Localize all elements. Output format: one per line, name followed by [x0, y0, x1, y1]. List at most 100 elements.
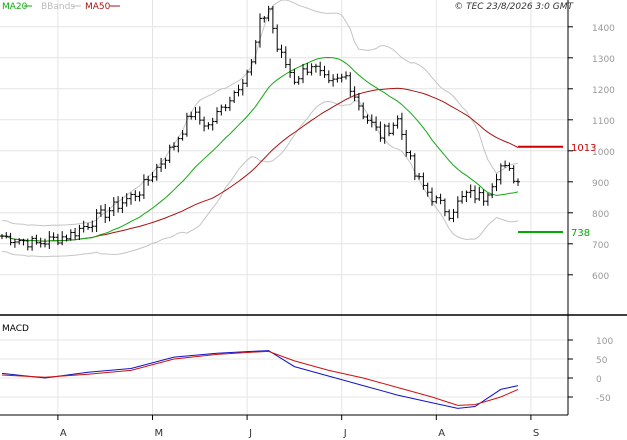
price-bar [68, 229, 73, 241]
price-bar [197, 106, 202, 125]
macd-tick-label: -50 [596, 394, 611, 404]
price-bar [292, 68, 297, 85]
price-bar [421, 172, 426, 190]
month-label: M [155, 428, 164, 439]
price-bar [236, 84, 241, 97]
macd-tick-label: 100 [596, 337, 613, 347]
price-bar [154, 163, 159, 181]
macd-title: MACD [2, 324, 29, 334]
price-bar [352, 86, 357, 102]
price-bar [296, 75, 301, 85]
price-bar [141, 174, 146, 200]
price-bar [309, 63, 314, 76]
macd-signal-line [1, 350, 519, 406]
price-bar [64, 234, 69, 242]
price-bar [146, 175, 151, 186]
moving-averages [1, 56, 519, 242]
price-bar [369, 114, 374, 128]
price-bar [8, 232, 13, 246]
price-bar [382, 123, 387, 144]
price-bar [516, 178, 520, 186]
price-bar [313, 63, 318, 73]
price-bar [12, 238, 17, 248]
price-bar [395, 115, 400, 129]
price-bar [184, 112, 189, 137]
price-bar [150, 171, 155, 183]
price-bar [344, 71, 348, 80]
price-bar [189, 111, 194, 120]
price-bar [240, 79, 245, 96]
price-bar [507, 162, 512, 171]
price-bar [30, 236, 35, 251]
price-bar [137, 191, 142, 202]
price-bars [0, 5, 520, 251]
macd-axis: 100 50 0 -50 [568, 337, 613, 404]
price-bar [464, 190, 469, 203]
price-bar [331, 74, 336, 87]
month-label: A [438, 428, 445, 439]
price-bar [111, 197, 116, 217]
price-bar [202, 116, 207, 132]
price-bar [322, 65, 327, 78]
price-bar [348, 72, 353, 97]
price-bar [279, 44, 284, 58]
price-bar [38, 237, 43, 248]
month-label: S [533, 428, 539, 439]
price-bar [511, 165, 516, 184]
price-bar [430, 187, 434, 206]
price-bar [253, 40, 258, 65]
price-bar [107, 207, 112, 222]
price-tick-label: 1100 [592, 117, 615, 127]
price-tick-label: 600 [592, 272, 609, 282]
price-bar [116, 196, 121, 213]
price-bar [17, 238, 22, 245]
price-tick-label: 800 [592, 210, 609, 220]
price-tick-label: 1300 [592, 55, 615, 65]
price-bar [266, 5, 271, 22]
legend: MA20 BBands MA50 [2, 2, 120, 12]
price-bar [468, 184, 473, 198]
macd-line [1, 350, 519, 409]
legend-ma50: MA50 [85, 2, 111, 12]
price-bar [34, 234, 39, 245]
price-bar [356, 92, 361, 111]
price-bar [326, 70, 331, 84]
price-bar [223, 104, 228, 112]
price-bar [245, 69, 250, 87]
price-bar [167, 144, 172, 164]
price-bar [494, 173, 499, 192]
price-bar [503, 160, 508, 168]
price-tick-label: 1400 [592, 24, 615, 34]
price-bar [434, 195, 439, 204]
price-bar [124, 193, 129, 207]
legend-ma20: MA20 [2, 2, 28, 12]
price-bar [490, 183, 495, 199]
price-bar [176, 136, 181, 153]
price-bar [219, 104, 224, 116]
price-bar [133, 190, 138, 202]
price-bar [417, 172, 422, 180]
copyright: © TEC 23/8/2026 3:0 GMT [454, 2, 574, 12]
price-bar [412, 153, 417, 181]
month-label: A [60, 428, 67, 439]
price-tick-label: 1200 [592, 86, 615, 96]
price-bar [163, 157, 168, 169]
price-bar [258, 13, 262, 48]
price-bar [498, 163, 503, 185]
price-bar [399, 112, 404, 140]
price-bar [447, 209, 452, 221]
month-label: J [343, 428, 347, 439]
price-bar [21, 238, 26, 246]
price-bar [210, 117, 215, 131]
price-bar [374, 116, 379, 131]
price-bar [391, 122, 396, 136]
price-bar [404, 129, 409, 157]
price-bar [120, 196, 125, 213]
price-bar [51, 232, 56, 241]
price-bar [215, 107, 219, 124]
price-bar [73, 228, 78, 240]
price-bar [86, 222, 90, 230]
month-label: J [248, 428, 252, 439]
price-bar [0, 233, 4, 240]
